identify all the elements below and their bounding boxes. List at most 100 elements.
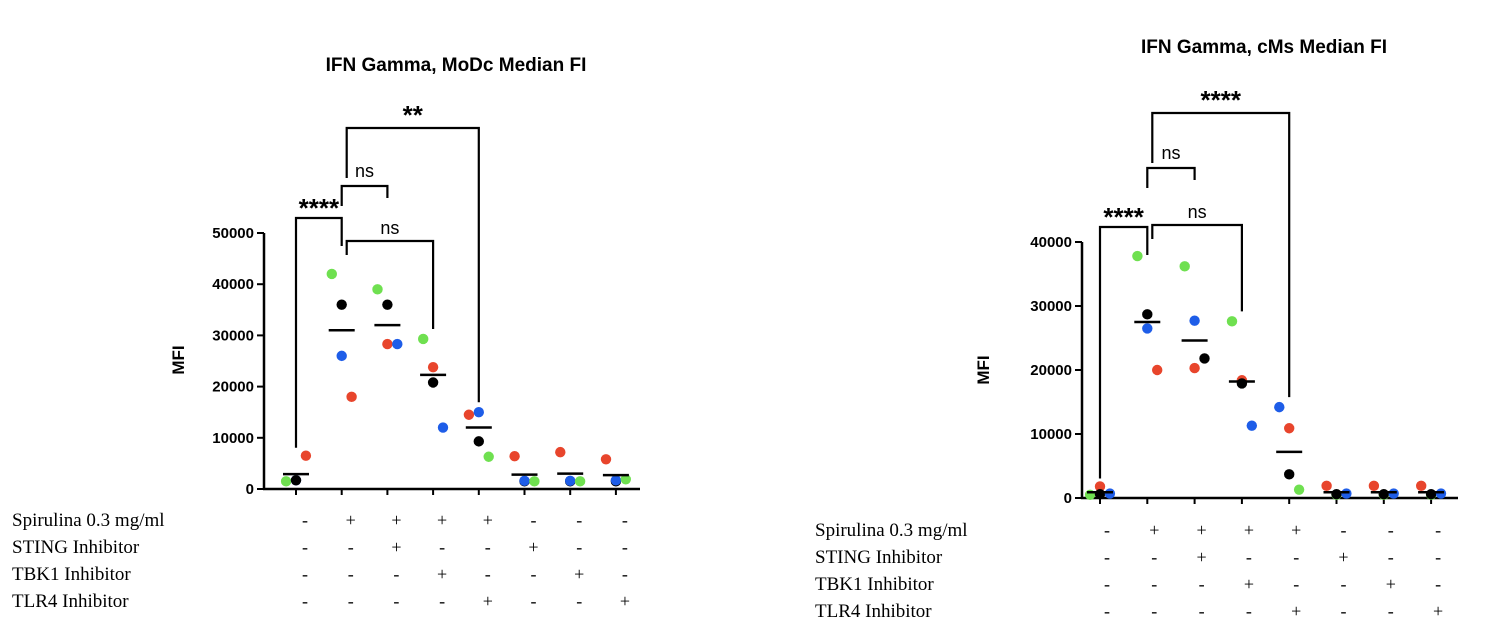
condition-value: - — [1104, 547, 1110, 567]
chart-title: IFN Gamma, cMs Median FI — [1141, 37, 1387, 58]
data-point-red — [509, 451, 520, 462]
data-point-green — [620, 474, 631, 485]
data-point-red — [1094, 481, 1106, 492]
data-point-black — [290, 475, 302, 486]
data-point-black — [473, 436, 484, 447]
condition-value: + — [1433, 601, 1443, 621]
condition-value: + — [574, 564, 584, 584]
data-point-red — [382, 338, 393, 350]
condition-value: - — [622, 564, 628, 584]
condition-value: + — [1149, 520, 1159, 540]
condition-value: - — [393, 564, 399, 584]
condition-value: + — [1386, 574, 1396, 594]
condition-value: - — [1341, 601, 1347, 621]
condition-value: - — [531, 510, 537, 530]
data-point-blue — [1341, 488, 1352, 499]
condition-value: - — [302, 537, 308, 557]
data-point-red — [1284, 423, 1295, 434]
condition-value: - — [348, 564, 354, 584]
condition-value: + — [437, 510, 447, 530]
significance-bracket — [345, 239, 435, 329]
condition-value: - — [1293, 547, 1299, 567]
condition-value: - — [1341, 520, 1347, 540]
condition-value: - — [531, 564, 537, 584]
condition-value: - — [1104, 574, 1110, 594]
condition-value: - — [1435, 574, 1441, 594]
significance-label: ns — [380, 218, 399, 238]
data-point-red — [1416, 480, 1427, 492]
data-point-blue — [1104, 488, 1116, 499]
y-tick-label: 30000 — [212, 327, 254, 344]
condition-label: STING Inhibitor — [815, 547, 943, 568]
significance-label: ns — [1161, 143, 1180, 163]
condition-value: - — [1199, 574, 1205, 594]
data-point-green — [1226, 316, 1238, 327]
condition-value: + — [528, 537, 538, 557]
data-point-red — [463, 409, 475, 420]
significance-bracket — [1151, 111, 1291, 398]
y-tick-label: 10000 — [212, 430, 254, 447]
data-point-blue — [1388, 488, 1399, 499]
condition-value: - — [1199, 601, 1205, 621]
data-point-black — [1378, 488, 1390, 500]
data-point-blue — [565, 475, 576, 487]
data-point-blue — [392, 338, 403, 350]
y-axis-label: MFI — [974, 355, 993, 384]
condition-value: - — [576, 537, 582, 557]
condition-value: + — [483, 510, 493, 530]
data-point-blue — [1274, 401, 1285, 413]
y-tick-label: 20000 — [212, 379, 254, 396]
y-tick-label: 20000 — [1030, 362, 1072, 379]
data-point-blue — [519, 475, 530, 487]
data-point-red — [300, 450, 312, 461]
condition-label: Spirulina 0.3 mg/ml — [815, 520, 968, 541]
data-point-red — [427, 361, 439, 373]
condition-value: - — [439, 537, 445, 557]
significance-bracket — [345, 126, 480, 403]
data-point-black — [1094, 488, 1106, 500]
condition-label: TLR4 Inhibitor — [12, 591, 129, 612]
significance-label: **** — [299, 193, 340, 223]
condition-label: Spirulina 0.3 mg/ml — [12, 510, 165, 531]
condition-value: + — [1244, 574, 1254, 594]
data-point-blue — [437, 422, 449, 433]
condition-value: + — [437, 564, 447, 584]
y-tick-label: 0 — [246, 481, 254, 498]
data-point-green — [483, 451, 494, 462]
chart-title: IFN Gamma, MoDc Median FI — [326, 55, 587, 76]
significance-bracket — [340, 184, 389, 206]
significance-bracket — [294, 216, 343, 448]
condition-value: - — [302, 564, 308, 584]
condition-value: - — [1435, 547, 1441, 567]
data-point-blue — [1246, 420, 1258, 431]
condition-value: - — [1246, 601, 1252, 621]
condition-label: STING Inhibitor — [12, 537, 140, 558]
condition-value: - — [1246, 547, 1252, 567]
condition-value: + — [1291, 520, 1301, 540]
condition-value: - — [302, 510, 308, 530]
condition-value: - — [302, 591, 308, 611]
condition-value: - — [1104, 601, 1110, 621]
condition-label: TBK1 Inhibitor — [815, 574, 934, 595]
condition-value: - — [1104, 520, 1110, 540]
significance-label: ** — [403, 100, 424, 130]
data-point-blue — [1435, 488, 1447, 499]
data-point-green — [1293, 484, 1305, 495]
condition-value: - — [1388, 547, 1394, 567]
data-point-blue — [336, 350, 347, 362]
data-point-black — [1236, 378, 1248, 389]
data-point-green — [1179, 261, 1190, 272]
y-tick-label: 40000 — [212, 276, 254, 293]
data-point-red — [1189, 362, 1200, 374]
condition-value: + — [391, 510, 401, 530]
y-tick-label: 50000 — [212, 225, 254, 242]
data-point-black — [336, 299, 347, 310]
condition-value: - — [1151, 547, 1157, 567]
condition-value: - — [1293, 574, 1299, 594]
condition-value: + — [1197, 547, 1207, 567]
condition-value: + — [391, 537, 401, 557]
condition-value: - — [1341, 574, 1347, 594]
condition-label: TBK1 Inhibitor — [12, 564, 131, 585]
y-tick-label: 10000 — [1030, 426, 1072, 443]
data-point-blue — [1189, 315, 1200, 326]
